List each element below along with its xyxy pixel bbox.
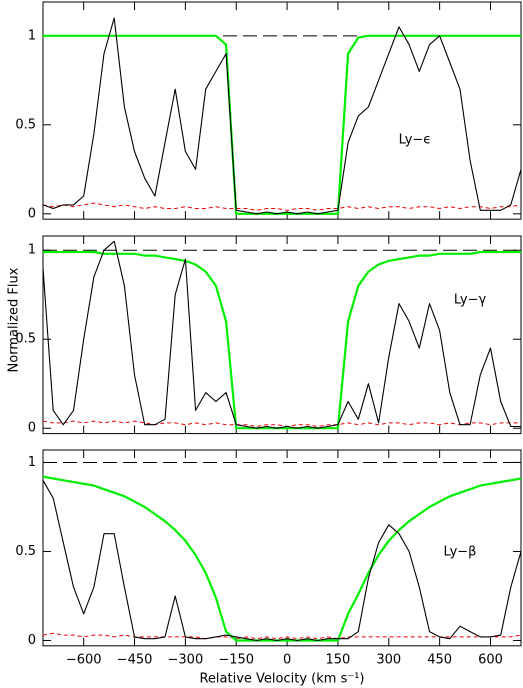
x-tick-label: −150 [218,652,254,667]
y-tick-label: 1 [28,28,36,43]
x-tick-label: 450 [427,652,452,667]
x-axis-label: Relative Velocity (km s⁻¹) [199,672,364,687]
x-tick-label: −450 [117,652,153,667]
y-tick-label: 0 [28,206,36,221]
flux-spectrum [42,17,522,215]
x-tick-label: 600 [478,652,503,667]
x-tick-label: −300 [168,652,204,667]
line-annotation: Ly−β [444,545,477,560]
model-profile [43,34,521,215]
x-tick-label: 0 [283,652,291,667]
line-annotation: Ly−γ [454,293,487,308]
flux-spectrum [42,480,522,642]
y-tick-label: 1 [28,243,36,258]
x-tick-label: −600 [66,652,102,667]
y-tick-label: 0 [28,633,36,648]
noise-spectrum [42,202,522,211]
panel-frame [42,449,522,647]
y-tick-label: 0.5 [15,332,36,347]
line-annotation: Ly−ϵ [399,133,432,148]
y-tick-label: 0 [28,421,36,436]
y-tick-label: 0.5 [15,544,36,559]
model-profile [42,475,522,642]
panel-frame [42,235,522,435]
model-profile [43,250,521,430]
y-tick-label: 1 [28,455,36,470]
y-axis-label: Normalized Flux [7,267,22,372]
noise-spectrum [42,632,522,640]
noise-spectrum [42,420,521,427]
y-tick-label: 0.5 [15,117,36,132]
panel-frame [42,1,522,220]
flux-spectrum [42,240,521,429]
x-tick-label: 300 [376,652,401,667]
x-tick-label: 150 [326,652,351,667]
